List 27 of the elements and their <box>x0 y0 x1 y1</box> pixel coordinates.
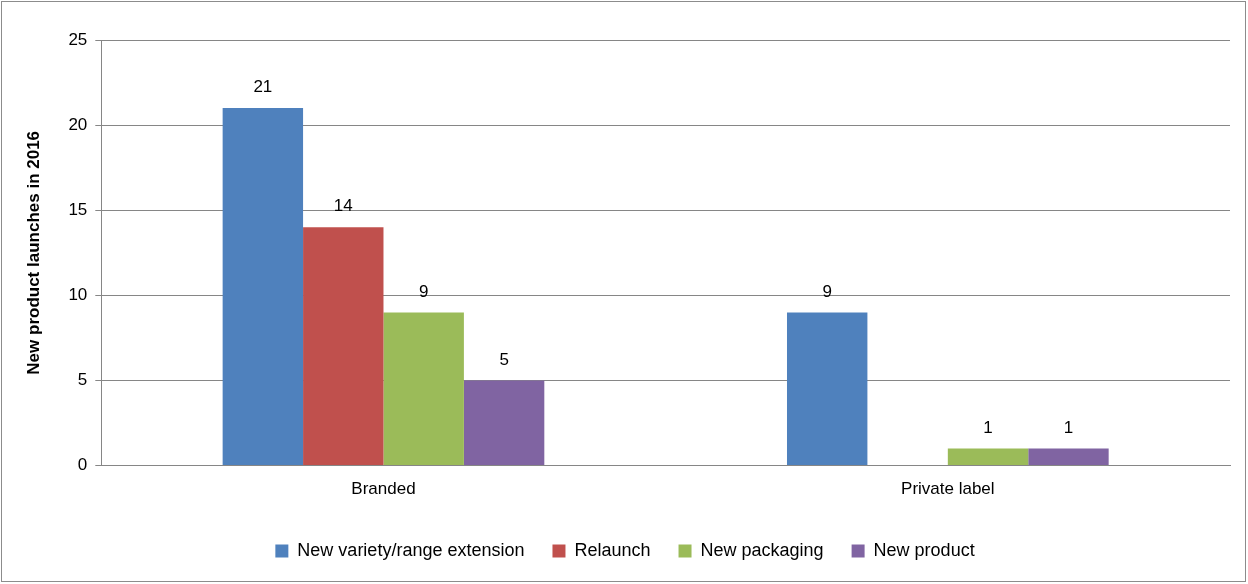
data-label: 14 <box>333 196 353 216</box>
bar <box>303 227 384 466</box>
legend-label: New product <box>873 539 975 560</box>
bar <box>463 380 545 466</box>
y-tick-label: 20 <box>68 114 88 134</box>
bar <box>222 108 304 466</box>
y-axis-title: New product launches in 2016 <box>23 130 43 375</box>
x-tick-label: Private label <box>901 479 995 499</box>
data-label: 21 <box>253 77 273 97</box>
bar <box>786 312 868 466</box>
data-label: 9 <box>822 281 832 301</box>
data-label: 1 <box>1063 417 1074 437</box>
legend-label: New packaging <box>700 539 824 560</box>
bar <box>383 312 464 466</box>
x-tick-label: Branded <box>351 479 416 499</box>
y-tick-label: 25 <box>68 29 88 49</box>
data-label: 5 <box>499 349 509 369</box>
y-tick-label: 0 <box>77 455 88 475</box>
data-label: 1 <box>983 417 993 437</box>
y-tick-label: 5 <box>77 370 88 390</box>
legend-label: New variety/range extension <box>297 539 525 560</box>
bar <box>1028 448 1109 466</box>
y-tick-label: 10 <box>68 285 88 305</box>
bar <box>947 448 1029 466</box>
legend-label: Relaunch <box>574 539 651 560</box>
y-tick-label: 15 <box>68 199 88 219</box>
data-label: 9 <box>418 281 429 301</box>
